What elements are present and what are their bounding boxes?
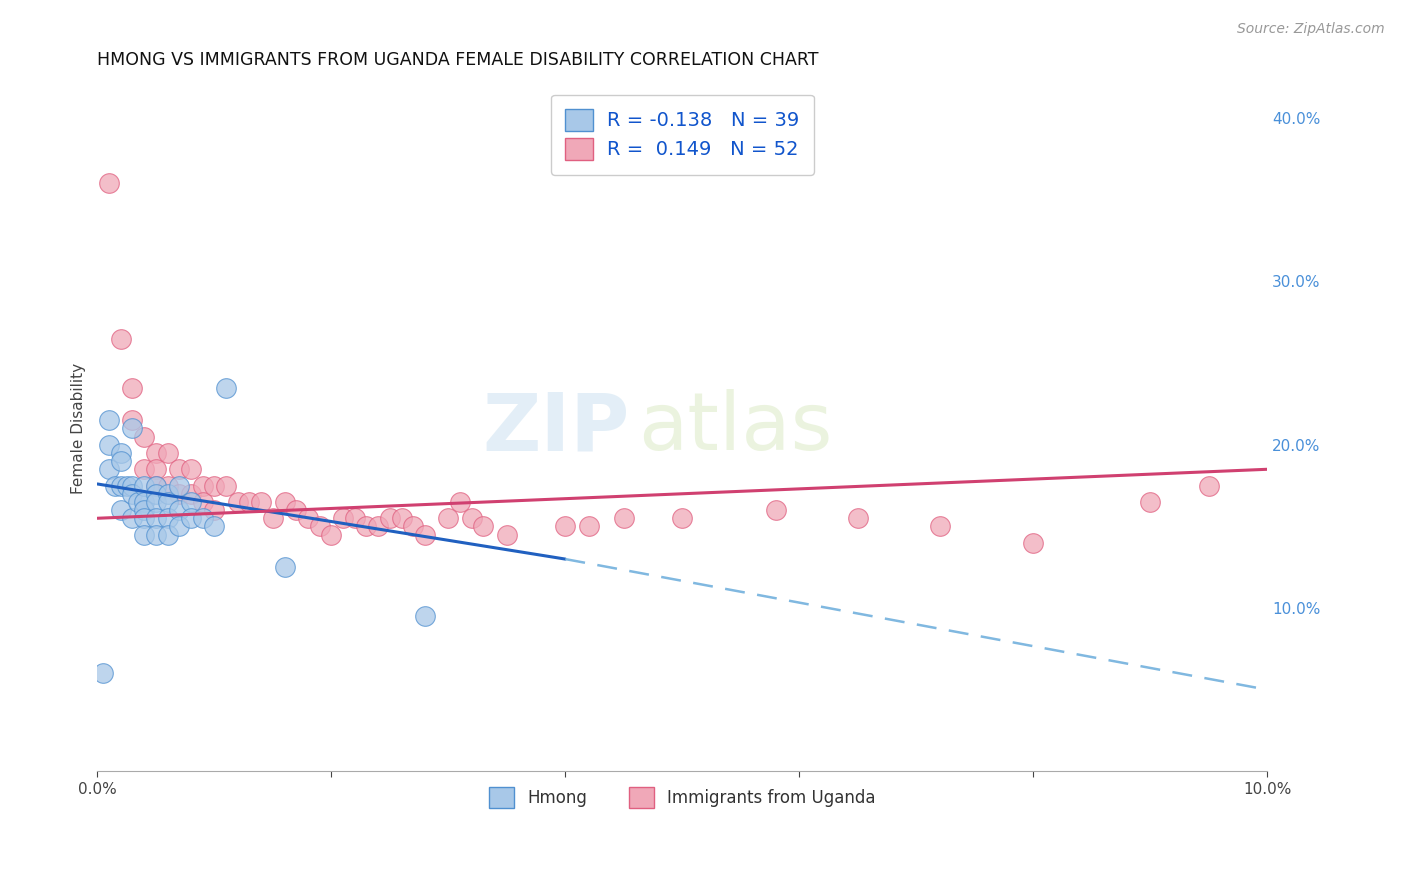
Point (134, 478, 156, 492)
Point (765, 503, 787, 517)
Point (134, 462, 156, 476)
Point (104, 478, 127, 492)
Point (134, 527, 156, 541)
Point (134, 429, 156, 443)
Point (98, 413, 121, 427)
Text: Source: ZipAtlas.com: Source: ZipAtlas.com (1237, 22, 1385, 37)
Point (121, 421, 143, 435)
Point (215, 381, 238, 395)
Point (437, 511, 460, 525)
Point (91, 666, 114, 681)
Point (226, 495, 249, 509)
Point (332, 511, 354, 525)
Point (167, 478, 190, 492)
Point (121, 511, 143, 525)
Text: HMONG VS IMMIGRANTS FROM UGANDA FEMALE DISABILITY CORRELATION CHART: HMONG VS IMMIGRANTS FROM UGANDA FEMALE D… (97, 51, 818, 69)
Point (846, 511, 869, 525)
Point (145, 478, 167, 492)
Point (1139, 495, 1161, 509)
Point (127, 495, 149, 509)
Point (413, 527, 436, 541)
Point (343, 511, 366, 525)
Point (461, 511, 484, 525)
Point (145, 462, 167, 476)
Point (250, 495, 273, 509)
Point (367, 519, 389, 533)
Text: ZIP: ZIP (482, 390, 630, 467)
Point (167, 503, 190, 517)
Point (145, 511, 167, 525)
Point (98, 462, 121, 476)
Point (472, 519, 495, 533)
Point (191, 511, 214, 525)
Point (449, 495, 471, 509)
Point (238, 495, 260, 509)
Point (167, 519, 190, 533)
Point (110, 478, 132, 492)
Point (110, 503, 132, 517)
Point (121, 413, 143, 427)
Point (134, 503, 156, 517)
Point (180, 511, 202, 525)
Point (356, 519, 378, 533)
Point (191, 478, 214, 492)
Point (554, 519, 576, 533)
Point (156, 478, 179, 492)
Point (110, 332, 132, 346)
Point (115, 478, 138, 492)
Point (167, 462, 190, 476)
Point (495, 527, 517, 541)
Point (145, 527, 167, 541)
Point (121, 381, 143, 395)
Point (262, 511, 284, 525)
Point (134, 495, 156, 509)
Point (145, 495, 167, 509)
Point (273, 495, 295, 509)
Point (156, 446, 179, 460)
Point (156, 511, 179, 525)
Point (180, 487, 202, 501)
Y-axis label: Female Disability: Female Disability (72, 363, 86, 494)
Point (202, 478, 225, 492)
Point (110, 446, 132, 460)
Point (378, 511, 401, 525)
Point (285, 503, 308, 517)
Point (297, 511, 319, 525)
Legend: Hmong, Immigrants from Uganda: Hmong, Immigrants from Uganda (482, 780, 883, 814)
Point (391, 511, 413, 525)
Point (145, 446, 167, 460)
Point (121, 478, 143, 492)
Point (402, 519, 425, 533)
Point (98, 177, 121, 191)
Point (413, 609, 436, 624)
Point (613, 511, 636, 525)
Point (156, 495, 179, 509)
Point (180, 462, 202, 476)
Point (671, 511, 693, 525)
Point (578, 519, 600, 533)
Point (134, 511, 156, 525)
Point (110, 454, 132, 468)
Point (273, 560, 295, 574)
Point (321, 527, 343, 541)
Point (191, 495, 214, 509)
Point (215, 478, 238, 492)
Point (167, 487, 190, 501)
Point (156, 527, 179, 541)
Point (121, 487, 143, 501)
Point (98, 438, 121, 452)
Point (145, 478, 167, 492)
Point (202, 519, 225, 533)
Point (1198, 478, 1220, 492)
Point (202, 503, 225, 517)
Text: atlas: atlas (638, 390, 832, 467)
Point (308, 519, 330, 533)
Point (156, 487, 179, 501)
Point (928, 519, 950, 533)
Point (1022, 535, 1045, 549)
Point (145, 487, 167, 501)
Point (180, 495, 202, 509)
